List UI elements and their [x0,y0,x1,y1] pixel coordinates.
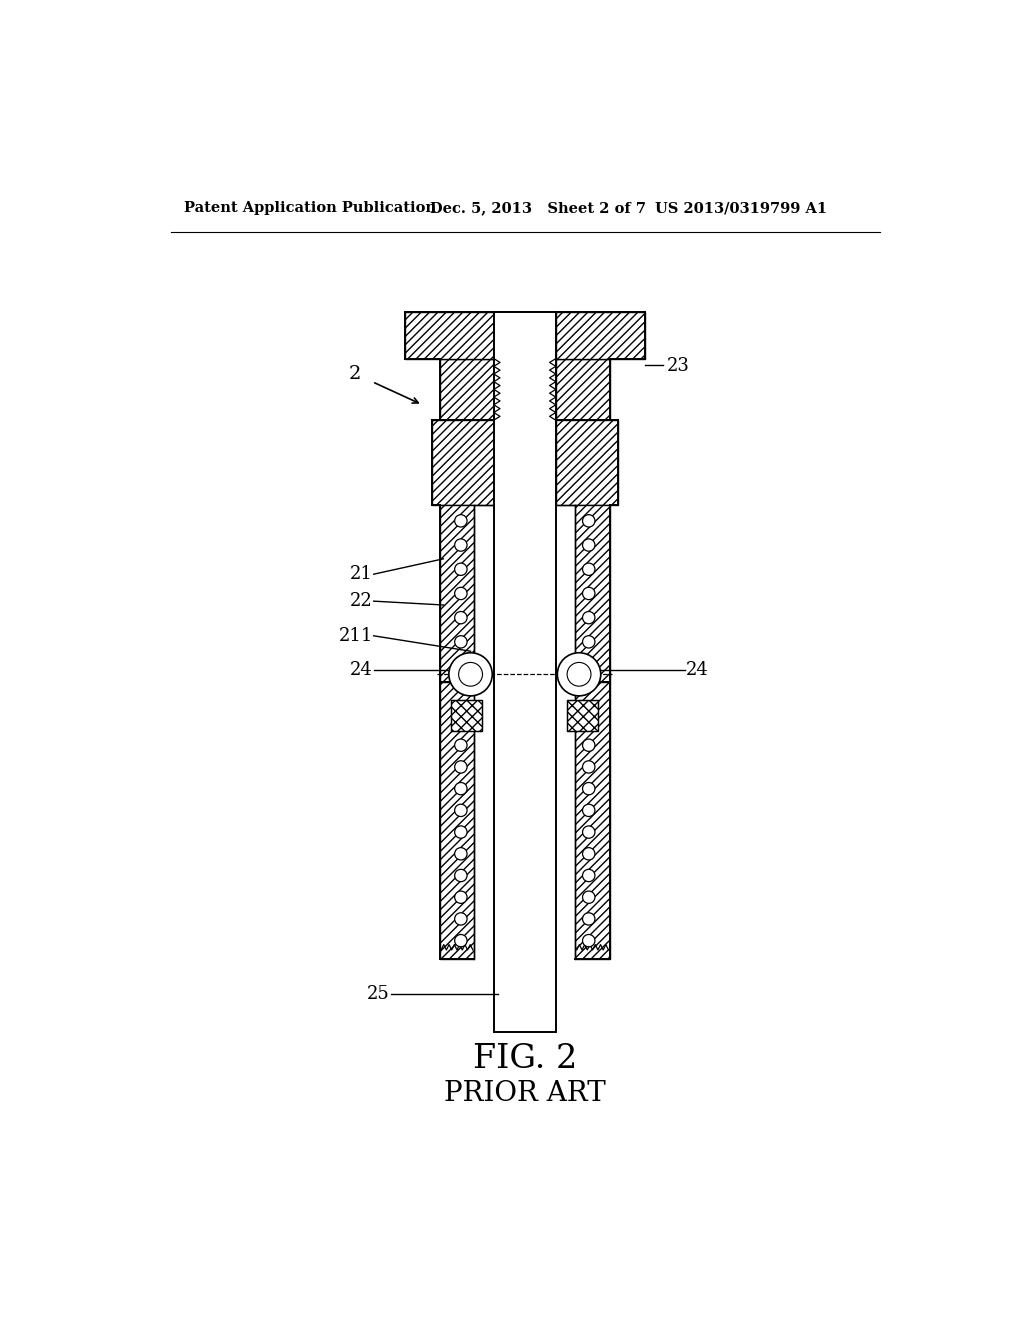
Circle shape [583,611,595,624]
Bar [575,682,610,960]
Circle shape [455,912,467,925]
Text: 211: 211 [339,627,373,644]
Circle shape [583,539,595,552]
Circle shape [583,804,595,817]
Text: 23: 23 [667,358,689,375]
Circle shape [583,564,595,576]
Bar [404,313,494,359]
Circle shape [583,847,595,859]
Bar [439,359,494,420]
Circle shape [455,870,467,882]
Text: Dec. 5, 2013   Sheet 2 of 7: Dec. 5, 2013 Sheet 2 of 7 [430,202,646,215]
Circle shape [455,760,467,774]
Circle shape [583,636,595,648]
Bar [452,700,482,730]
Circle shape [455,783,467,795]
Text: 2: 2 [349,366,361,383]
Circle shape [583,891,595,903]
Bar [439,682,474,960]
Circle shape [583,935,595,946]
Circle shape [455,935,467,946]
Circle shape [583,912,595,925]
Circle shape [567,663,591,686]
Bar [556,359,610,420]
Text: 21: 21 [350,565,373,583]
Text: PRIOR ART: PRIOR ART [444,1081,605,1107]
Circle shape [583,515,595,527]
Circle shape [583,739,595,751]
Bar [439,506,474,682]
Bar [494,313,556,1032]
Circle shape [455,847,467,859]
Circle shape [455,515,467,527]
Circle shape [583,870,595,882]
Circle shape [583,660,595,672]
Text: 25: 25 [368,985,390,1003]
Text: US 2013/0319799 A1: US 2013/0319799 A1 [655,202,827,215]
Bar [556,420,617,506]
Text: 24: 24 [686,661,709,680]
Bar [556,313,645,359]
Circle shape [455,611,467,624]
Circle shape [583,826,595,838]
Circle shape [455,891,467,903]
Circle shape [455,826,467,838]
Text: 24: 24 [350,661,373,680]
Bar [575,506,610,682]
Circle shape [583,587,595,599]
Circle shape [583,783,595,795]
Circle shape [455,564,467,576]
Circle shape [455,587,467,599]
Bar [432,420,494,506]
Text: FIG. 2: FIG. 2 [473,1043,577,1076]
Circle shape [449,653,493,696]
Circle shape [455,660,467,672]
Bar [452,700,482,730]
Circle shape [459,663,482,686]
Circle shape [557,653,601,696]
Bar [567,700,598,730]
Circle shape [583,760,595,774]
Circle shape [455,539,467,552]
Circle shape [455,739,467,751]
Circle shape [455,636,467,648]
Bar [567,700,598,730]
Circle shape [455,804,467,817]
Text: 22: 22 [350,593,373,610]
Text: Patent Application Publication: Patent Application Publication [183,202,436,215]
